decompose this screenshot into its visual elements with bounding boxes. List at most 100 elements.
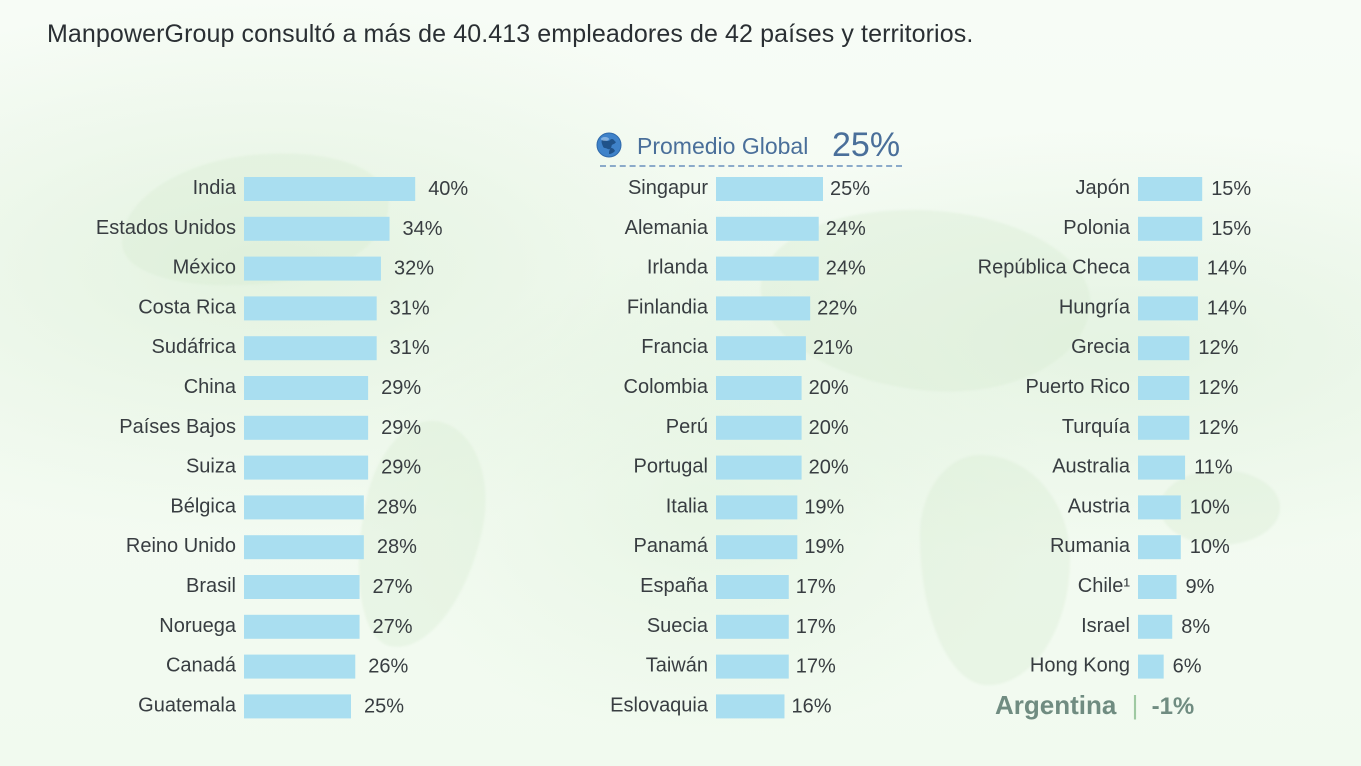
country-label: Irlanda <box>647 257 709 279</box>
bar-mark <box>1138 336 1190 361</box>
country-label: India <box>193 177 237 199</box>
country-label: Israel <box>1081 615 1130 637</box>
data-label: 29% <box>381 377 421 399</box>
country-label: Suiza <box>186 456 237 478</box>
data-label: 29% <box>381 457 421 479</box>
data-label: 34% <box>403 218 443 240</box>
country-label: Finlandia <box>627 296 709 318</box>
data-label: 19% <box>804 496 844 518</box>
data-label: 14% <box>1207 258 1247 280</box>
data-label: 9% <box>1186 576 1215 598</box>
country-label: Japón <box>1076 177 1131 199</box>
bar-mark <box>244 216 390 241</box>
data-label: 17% <box>796 576 836 598</box>
data-label: 12% <box>1198 377 1238 399</box>
data-label: 27% <box>373 576 413 598</box>
bar-mark <box>716 535 798 560</box>
country-label: Brasil <box>186 575 236 597</box>
country-label: Singapur <box>628 177 708 199</box>
global-average-dash-line <box>600 165 902 167</box>
country-label: Chile¹ <box>1078 575 1131 597</box>
data-label: 20% <box>809 457 849 479</box>
bar-mark <box>1138 654 1164 679</box>
global-average-label-group: Promedio Global 25% <box>596 126 902 167</box>
data-label: 22% <box>817 297 857 319</box>
bar-mark <box>716 415 802 440</box>
bar-mark <box>716 376 802 400</box>
data-label: 6% <box>1173 656 1202 678</box>
country-label: Polonia <box>1063 217 1131 239</box>
bar-mark <box>1138 614 1173 639</box>
country-label: Noruega <box>159 615 237 637</box>
bar-mark <box>1138 296 1198 321</box>
data-label: 15% <box>1211 178 1251 200</box>
bar-mark <box>1138 177 1203 201</box>
data-label: 16% <box>791 695 831 717</box>
bar-mark <box>244 614 360 639</box>
country-label: Perú <box>666 416 708 438</box>
data-label: 10% <box>1190 536 1230 558</box>
data-label: 15% <box>1211 218 1251 240</box>
bar-mark <box>716 614 789 639</box>
bar-mark <box>244 654 356 679</box>
bar-mark <box>1138 256 1198 281</box>
country-label: Eslovaquia <box>610 694 709 716</box>
country-label: Australia <box>1052 456 1131 478</box>
bar-mark <box>1138 216 1203 241</box>
chart-marks: India 40% Estados Unidos 34% México 32% Costa … <box>96 177 1251 719</box>
data-label: 31% <box>390 297 430 319</box>
country-label: Sudáfrica <box>152 336 237 358</box>
argentina-country-label: Argentina <box>995 690 1117 720</box>
country-label: Panamá <box>634 535 709 557</box>
bar-mark <box>244 455 369 480</box>
country-label: China <box>184 376 237 398</box>
bar-mark <box>244 376 369 400</box>
bar-mark <box>716 336 806 361</box>
country-label: Costa Rica <box>138 296 237 318</box>
country-label: Turquía <box>1062 416 1131 438</box>
bar-mark <box>1138 415 1190 440</box>
country-label: España <box>640 575 709 597</box>
argentina-note: Argentina | -1% <box>995 688 1194 724</box>
page-title: ManpowerGroup consultó a más de 40.413 e… <box>47 20 974 48</box>
country-label: Hungría <box>1059 296 1131 318</box>
country-label: Austria <box>1068 495 1131 517</box>
bar-mark <box>716 256 819 281</box>
bar-mark <box>244 296 377 321</box>
globe-icon <box>596 132 622 158</box>
bar-mark <box>716 216 819 241</box>
country-label: Alemania <box>625 217 709 239</box>
data-label: 10% <box>1190 496 1230 518</box>
bar-mark <box>716 694 785 719</box>
country-label: Canadá <box>166 655 237 677</box>
data-label: 20% <box>809 417 849 439</box>
data-label: 32% <box>394 258 434 280</box>
data-label: 26% <box>368 656 408 678</box>
bar-mark <box>244 336 377 361</box>
data-label: 31% <box>390 337 430 359</box>
data-label: 28% <box>377 496 417 518</box>
country-label: Bélgica <box>170 495 236 517</box>
data-label: 11% <box>1194 457 1233 479</box>
data-label: 25% <box>364 695 404 717</box>
bar-mark <box>244 535 364 560</box>
bar-mark <box>244 415 369 440</box>
global-average-label: Promedio Global <box>637 133 809 159</box>
bar-mark <box>244 575 360 599</box>
country-label: Francia <box>641 336 709 358</box>
country-label: Reino Unido <box>126 535 236 557</box>
data-label: 25% <box>830 178 870 200</box>
data-label: 21% <box>813 337 853 359</box>
bar-mark <box>716 455 802 480</box>
bar-mark <box>716 296 811 321</box>
country-label: Taiwán <box>646 655 708 677</box>
country-label: Portugal <box>634 456 709 478</box>
data-label: 27% <box>373 616 413 638</box>
country-label: Hong Kong <box>1030 655 1130 677</box>
country-label: Guatemala <box>138 694 237 716</box>
data-label: 17% <box>796 616 836 638</box>
country-label: Estados Unidos <box>96 217 236 239</box>
bar-mark <box>716 575 789 599</box>
country-label: Puerto Rico <box>1026 376 1131 398</box>
